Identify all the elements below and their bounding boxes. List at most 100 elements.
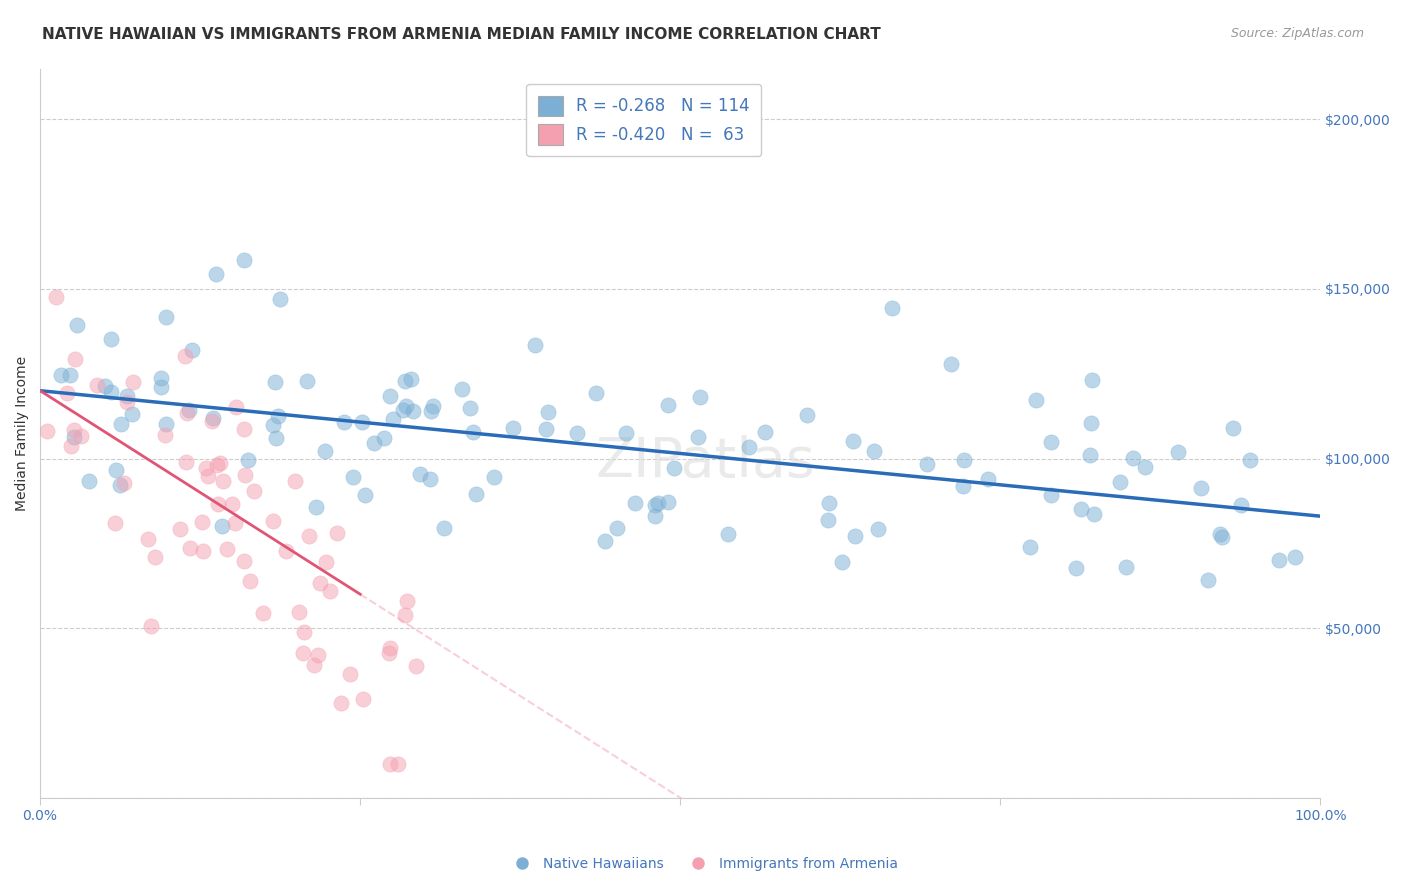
Point xyxy=(1039,434,1062,449)
Point xyxy=(831,555,853,569)
Point xyxy=(363,436,385,450)
Point xyxy=(295,374,318,388)
Point xyxy=(1284,550,1306,565)
Point xyxy=(595,533,617,548)
Point xyxy=(463,425,485,440)
Point xyxy=(208,456,231,470)
Point xyxy=(252,606,274,620)
Point xyxy=(392,403,415,417)
Point xyxy=(308,575,330,590)
Point xyxy=(207,458,229,473)
Point xyxy=(155,310,177,325)
Legend: R = -0.268   N = 114, R = -0.420   N =  63: R = -0.268 N = 114, R = -0.420 N = 63 xyxy=(526,84,762,156)
Point xyxy=(419,472,441,486)
Point xyxy=(381,412,404,426)
Point xyxy=(433,521,456,535)
Point xyxy=(115,388,138,402)
Point xyxy=(242,483,264,498)
Point xyxy=(112,476,135,491)
Point xyxy=(115,395,138,409)
Point xyxy=(647,496,669,510)
Point xyxy=(1189,481,1212,495)
Point xyxy=(326,526,349,541)
Point xyxy=(70,429,93,443)
Text: Source: ZipAtlas.com: Source: ZipAtlas.com xyxy=(1230,27,1364,40)
Point xyxy=(93,379,115,393)
Point xyxy=(179,541,201,556)
Point xyxy=(233,421,256,435)
Point xyxy=(121,407,143,421)
Point xyxy=(844,529,866,543)
Point xyxy=(262,514,284,528)
Point xyxy=(100,331,122,345)
Point xyxy=(304,658,326,673)
Point xyxy=(269,292,291,306)
Point xyxy=(181,343,204,357)
Point xyxy=(63,430,86,444)
Point xyxy=(233,467,256,482)
Point xyxy=(330,696,353,710)
Point xyxy=(49,368,72,382)
Point xyxy=(86,378,108,392)
Point xyxy=(350,415,373,429)
Point xyxy=(396,594,419,608)
Point xyxy=(394,374,416,388)
Point xyxy=(215,541,238,556)
Point xyxy=(1135,460,1157,475)
Point xyxy=(1209,526,1232,541)
Point xyxy=(537,404,560,418)
Point xyxy=(211,518,233,533)
Point xyxy=(122,375,145,389)
Point xyxy=(1025,392,1047,407)
Point xyxy=(464,487,486,501)
Point xyxy=(298,529,321,543)
Point xyxy=(818,495,841,509)
Point xyxy=(458,401,481,415)
Point xyxy=(66,318,89,332)
Point xyxy=(378,640,401,655)
Point xyxy=(534,422,557,436)
Point xyxy=(212,474,235,488)
Point xyxy=(1040,487,1063,501)
Point xyxy=(169,522,191,536)
Point xyxy=(352,691,374,706)
Point xyxy=(717,526,740,541)
Point xyxy=(110,478,132,492)
Point xyxy=(284,474,307,488)
Point xyxy=(264,431,287,445)
Point xyxy=(193,544,215,558)
Point xyxy=(197,468,219,483)
Point xyxy=(657,495,679,509)
Point xyxy=(233,554,256,568)
Point xyxy=(292,646,315,660)
Point xyxy=(1222,421,1244,435)
Point xyxy=(267,409,290,424)
Point xyxy=(915,457,938,471)
Point xyxy=(201,414,224,428)
Point xyxy=(1080,373,1102,387)
Point xyxy=(402,404,425,418)
Point xyxy=(644,498,666,512)
Point xyxy=(305,500,328,514)
Point xyxy=(236,453,259,467)
Point xyxy=(62,423,84,437)
Point xyxy=(1083,507,1105,521)
Point xyxy=(104,516,127,530)
Point xyxy=(153,428,176,442)
Point xyxy=(689,390,711,404)
Point xyxy=(342,470,364,484)
Point xyxy=(738,440,761,454)
Point xyxy=(754,425,776,440)
Point xyxy=(239,574,262,589)
Point xyxy=(143,549,166,564)
Point xyxy=(100,384,122,399)
Point xyxy=(662,460,685,475)
Point xyxy=(422,399,444,413)
Point xyxy=(1018,540,1040,554)
Point xyxy=(176,406,198,420)
Point xyxy=(333,415,356,429)
Point xyxy=(502,420,524,434)
Point xyxy=(395,400,418,414)
Point xyxy=(110,417,132,432)
Point xyxy=(606,521,628,535)
